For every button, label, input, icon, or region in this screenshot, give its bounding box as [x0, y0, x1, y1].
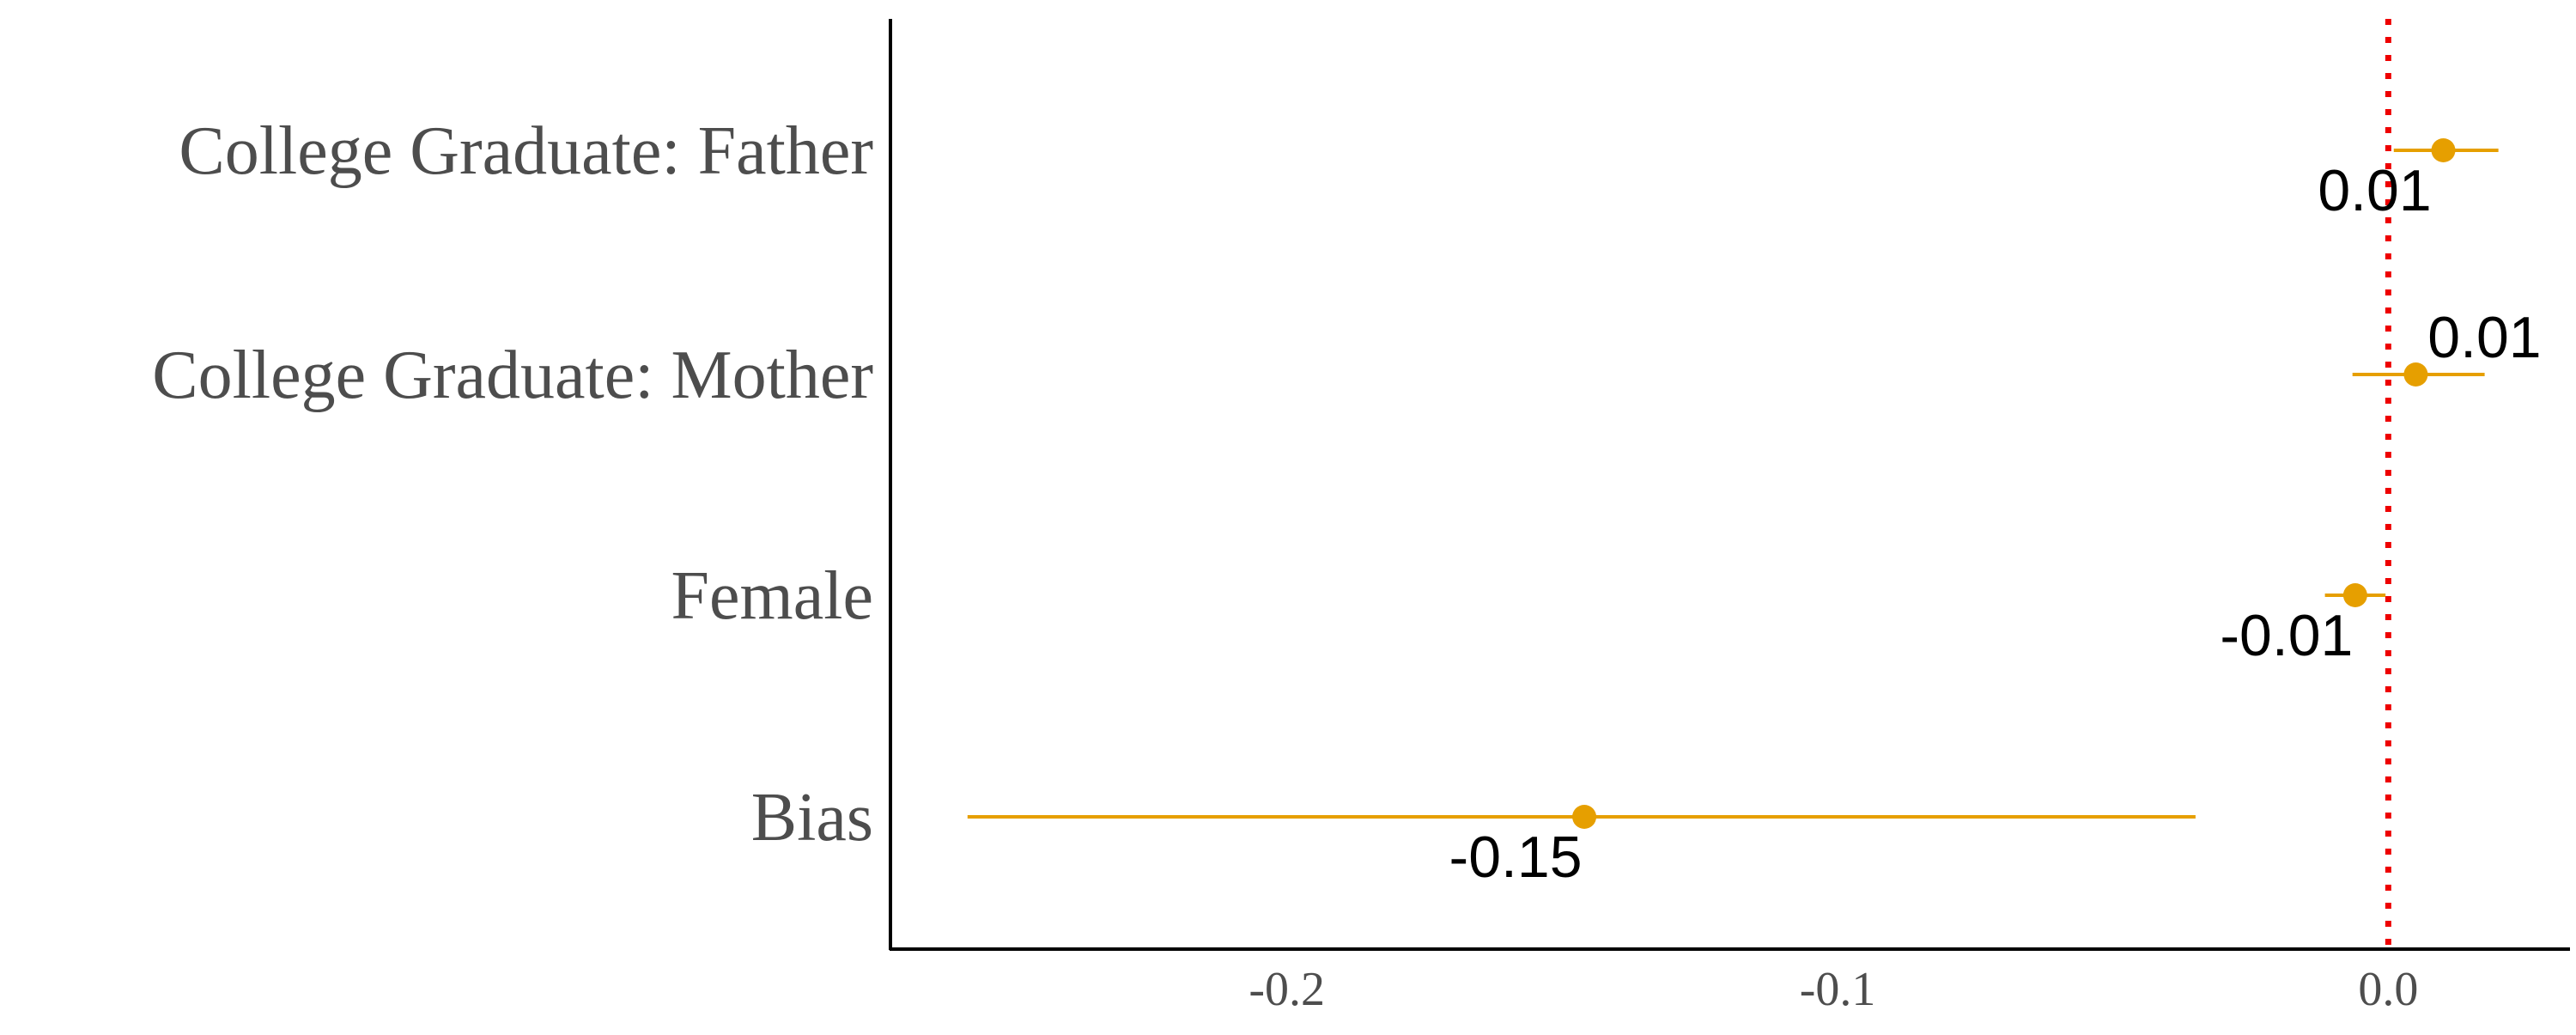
y-category-label: Female — [671, 558, 873, 634]
axes-layer: College Graduate: Father College Graduate… — [152, 19, 2570, 1016]
x-tick-label: -0.2 — [1249, 963, 1325, 1016]
value-label: -0.01 — [2220, 603, 2353, 668]
value-label: -0.15 — [1449, 825, 1583, 890]
y-category-label: College Graduate: Mother — [152, 338, 873, 413]
point-estimate-marker — [2342, 583, 2367, 607]
value-label: 0.01 — [2318, 158, 2431, 223]
x-tick-label: -0.1 — [1800, 963, 1876, 1016]
marks-layer — [967, 138, 2499, 829]
point-estimate-marker — [1572, 805, 1597, 829]
point-estimate-marker — [2403, 362, 2428, 387]
labels-layer: 0.01 0.01 -0.01 -0.15 — [1449, 158, 2542, 890]
x-tick-label: 0.0 — [2358, 963, 2418, 1016]
y-category-label: Bias — [751, 780, 873, 855]
point-estimate-marker — [2431, 138, 2456, 162]
value-label: 0.01 — [2427, 305, 2541, 370]
y-category-label: College Graduate: Father — [179, 113, 873, 189]
